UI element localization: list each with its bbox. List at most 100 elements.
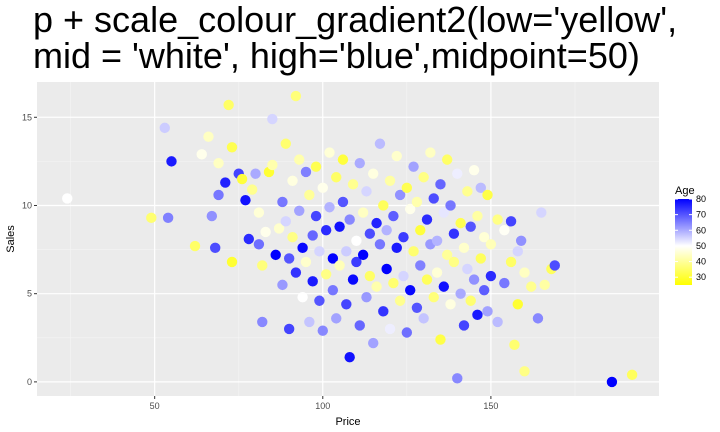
data-point xyxy=(519,366,530,377)
data-point xyxy=(526,281,537,292)
data-point xyxy=(378,200,389,211)
data-point xyxy=(253,239,265,250)
data-point xyxy=(283,253,295,264)
data-point xyxy=(236,173,248,185)
legend-break-label: 60 xyxy=(696,225,706,235)
data-point xyxy=(455,288,466,299)
data-point xyxy=(532,313,544,324)
data-point xyxy=(492,214,503,225)
data-point xyxy=(478,284,490,296)
data-point xyxy=(401,182,413,194)
data-point xyxy=(435,334,446,345)
data-point xyxy=(290,90,302,102)
data-point xyxy=(206,210,218,222)
data-point xyxy=(398,270,409,282)
y-tick-label: 5 xyxy=(27,289,32,299)
data-point xyxy=(368,168,379,179)
data-point xyxy=(344,351,355,363)
data-point xyxy=(475,253,487,264)
legend-break-label: 30 xyxy=(696,272,706,282)
data-point xyxy=(435,179,446,190)
data-point xyxy=(307,230,318,241)
data-point xyxy=(324,202,335,213)
data-point xyxy=(304,316,315,328)
data-point xyxy=(357,249,369,261)
data-point xyxy=(314,295,325,306)
data-point xyxy=(536,207,547,218)
data-point xyxy=(408,161,419,172)
data-point xyxy=(260,226,271,238)
data-point xyxy=(445,200,456,211)
x-tick-label: 50 xyxy=(150,401,160,411)
data-point xyxy=(539,279,550,291)
data-point xyxy=(391,150,402,162)
data-point xyxy=(368,337,379,349)
data-point xyxy=(213,189,224,201)
data-point xyxy=(408,246,419,257)
data-point xyxy=(378,306,389,317)
data-point xyxy=(388,210,399,222)
data-point xyxy=(421,274,433,285)
data-point xyxy=(220,177,231,188)
data-point xyxy=(606,376,618,388)
major-gridlines xyxy=(37,82,659,396)
data-point xyxy=(431,235,443,246)
data-point xyxy=(364,228,376,239)
data-point xyxy=(468,165,480,176)
data-point xyxy=(421,214,433,225)
data-point xyxy=(287,175,298,186)
data-point xyxy=(351,235,362,246)
data-point xyxy=(294,205,305,216)
data-point xyxy=(411,302,423,313)
x-tick-label: 150 xyxy=(483,401,498,411)
data-point xyxy=(267,159,278,171)
data-point xyxy=(270,249,281,261)
data-point xyxy=(250,168,261,179)
data-point xyxy=(280,216,291,227)
data-point xyxy=(448,256,460,268)
data-point xyxy=(438,281,450,292)
data-point xyxy=(334,260,345,271)
chart-title: p + scale_colour_gradient2(low='yellow',… xyxy=(33,0,678,76)
data-point xyxy=(337,154,349,165)
data-point xyxy=(438,207,450,218)
data-point xyxy=(398,232,409,243)
data-point xyxy=(351,256,362,268)
data-point xyxy=(324,147,335,158)
data-point xyxy=(327,253,339,264)
data-point xyxy=(482,189,493,201)
data-point xyxy=(384,175,396,186)
data-point xyxy=(277,279,288,291)
data-point xyxy=(257,316,268,328)
data-point xyxy=(549,260,560,271)
data-point xyxy=(277,196,288,208)
data-point xyxy=(499,277,510,289)
data-point xyxy=(485,270,497,282)
data-point xyxy=(283,323,295,335)
data-point xyxy=(452,168,463,179)
data-point xyxy=(327,284,339,296)
data-point xyxy=(354,320,365,331)
data-point xyxy=(425,147,436,158)
data-point xyxy=(405,203,416,215)
data-point xyxy=(468,274,480,285)
data-point xyxy=(391,242,402,254)
data-point xyxy=(320,269,332,280)
data-point xyxy=(415,224,426,236)
data-point xyxy=(458,242,470,254)
y-axis-title: Sales xyxy=(5,225,17,253)
data-point xyxy=(297,242,308,254)
data-point xyxy=(371,217,382,229)
data-point xyxy=(388,277,399,289)
data-point xyxy=(347,274,359,285)
data-point xyxy=(320,224,332,236)
data-point xyxy=(294,154,305,165)
data-point xyxy=(499,224,510,236)
data-point xyxy=(472,309,483,321)
data-point xyxy=(465,221,476,232)
data-point xyxy=(209,242,221,254)
data-point xyxy=(213,157,224,169)
data-point xyxy=(381,263,392,275)
data-point xyxy=(448,228,460,239)
